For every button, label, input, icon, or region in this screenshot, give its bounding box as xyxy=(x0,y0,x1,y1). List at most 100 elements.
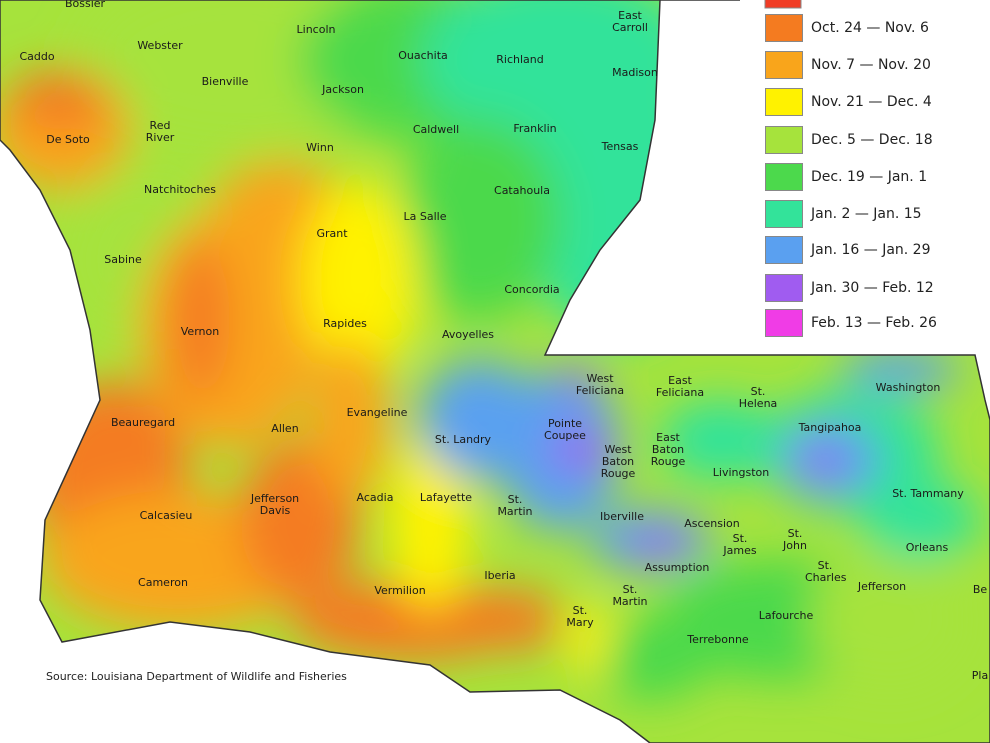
parish-label: Cameron xyxy=(138,576,188,589)
zone xyxy=(630,531,690,559)
parish-label: Pointe Coupee xyxy=(544,417,586,442)
legend-swatch xyxy=(765,274,803,302)
parish-label: West Feliciana xyxy=(575,372,625,397)
parish-label: Red River xyxy=(145,119,175,144)
parish-label: East Baton Rouge xyxy=(650,431,686,468)
parish-label: Jackson xyxy=(322,83,364,96)
zone xyxy=(550,430,610,470)
parish-label: East Carroll xyxy=(612,9,648,34)
parish-label: Vermilion xyxy=(374,584,426,597)
parish-label: Rapides xyxy=(323,317,367,330)
parish-label: Tensas xyxy=(601,140,639,153)
zone xyxy=(660,400,780,480)
source: Source: Louisiana Department of Wildlife… xyxy=(46,670,347,683)
parish-label: De Soto xyxy=(46,133,90,146)
parish-label: St. Helena xyxy=(738,385,778,410)
legend-label: Dec. 5 — Dec. 18 xyxy=(811,132,933,148)
parish-label: Ascension xyxy=(684,517,740,530)
zone xyxy=(802,444,842,476)
parish-label: St. Landry xyxy=(434,433,492,446)
legend-swatch xyxy=(765,14,803,42)
zone xyxy=(860,480,980,560)
parish-label: La Salle xyxy=(403,210,447,223)
zone xyxy=(290,580,530,660)
legend-label: Jan. 16 — Jan. 29 xyxy=(811,242,931,258)
zone xyxy=(400,120,560,320)
zone xyxy=(170,240,230,400)
legend-swatch xyxy=(765,51,803,79)
parish-label: West Baton Rouge xyxy=(600,443,636,480)
parish-label: Washington xyxy=(875,381,941,394)
zone xyxy=(810,550,970,690)
parish-label: Sabine xyxy=(104,253,142,266)
zone xyxy=(80,0,400,150)
legend-label: Oct. 24 — Nov. 6 xyxy=(811,20,929,36)
legend-swatch xyxy=(765,309,803,337)
legend-label: Jan. 2 — Jan. 15 xyxy=(811,206,922,222)
parish-label: Iberia xyxy=(484,569,516,582)
legend-label: Nov. 21 — Dec. 4 xyxy=(811,94,932,110)
parish-label: St. James xyxy=(723,532,757,557)
legend-swatch xyxy=(765,88,803,116)
parish-label: Terrebonne xyxy=(687,633,749,646)
zone xyxy=(300,180,420,380)
legend-swatch xyxy=(765,236,803,264)
parish-label: St. Tammany xyxy=(892,487,964,500)
parish-label: Madison xyxy=(612,66,658,79)
legend-label: Nov. 7 — Nov. 20 xyxy=(811,57,931,73)
zone xyxy=(10,70,110,130)
parish-label: Livingston xyxy=(712,466,770,479)
parish-label: Iberville xyxy=(600,510,644,523)
parish-label: St. Charles xyxy=(805,559,847,584)
parish-label: Grant xyxy=(316,227,348,240)
zone xyxy=(480,590,560,650)
parish-label: Franklin xyxy=(513,122,557,135)
parish-label: Bossier xyxy=(64,0,106,10)
parish-label: Pla xyxy=(971,669,989,682)
parish-label: Lafourche xyxy=(758,609,814,622)
parish-label: Catahoula xyxy=(494,184,550,197)
parish-label: Avoyelles xyxy=(441,328,494,341)
legend-swatch-cut xyxy=(764,0,802,9)
parish-label: Assumption xyxy=(644,561,710,574)
zone xyxy=(840,350,960,390)
parish-label: Ouachita xyxy=(398,49,448,62)
parish-label: Allen xyxy=(271,422,299,435)
parish-label: Bienville xyxy=(201,75,249,88)
parish-label: Concordia xyxy=(504,283,560,296)
zone xyxy=(570,600,610,680)
parish-label: Beauregard xyxy=(110,416,176,429)
parish-label: St. Martin xyxy=(497,493,533,518)
parish-label: Calcasieu xyxy=(139,509,193,522)
parish-label: Evangeline xyxy=(346,406,408,419)
zone xyxy=(310,340,390,500)
parish-label: East Feliciana xyxy=(655,374,705,399)
parish-label: St. John xyxy=(783,527,807,552)
zone xyxy=(560,366,600,394)
parish-label: Vernon xyxy=(180,325,220,338)
parish-label: Lafayette xyxy=(419,491,473,504)
parish-label: Webster xyxy=(137,39,183,52)
parish-label: St. Mary xyxy=(566,604,594,629)
parish-label: Caldwell xyxy=(412,123,460,136)
zone xyxy=(390,430,470,610)
parish-label: Lincoln xyxy=(296,23,336,36)
legend-label: Jan. 30 — Feb. 12 xyxy=(811,280,934,296)
parish-label: Orleans xyxy=(905,541,949,554)
zone xyxy=(590,620,710,700)
parish-label: Be xyxy=(972,583,988,596)
parish-label: Jefferson Davis xyxy=(250,492,300,517)
parish-label: Jefferson xyxy=(857,580,907,593)
parish-label: Natchitoches xyxy=(144,183,216,196)
parish-label: Acadia xyxy=(356,491,394,504)
parish-label: Tangipahoa xyxy=(798,421,862,434)
legend-swatch xyxy=(765,200,803,228)
parish-label: Richland xyxy=(496,53,544,66)
legend-label: Feb. 13 — Feb. 26 xyxy=(811,315,937,331)
parish-label: St. Martin xyxy=(612,583,648,608)
legend-swatch xyxy=(765,126,803,154)
